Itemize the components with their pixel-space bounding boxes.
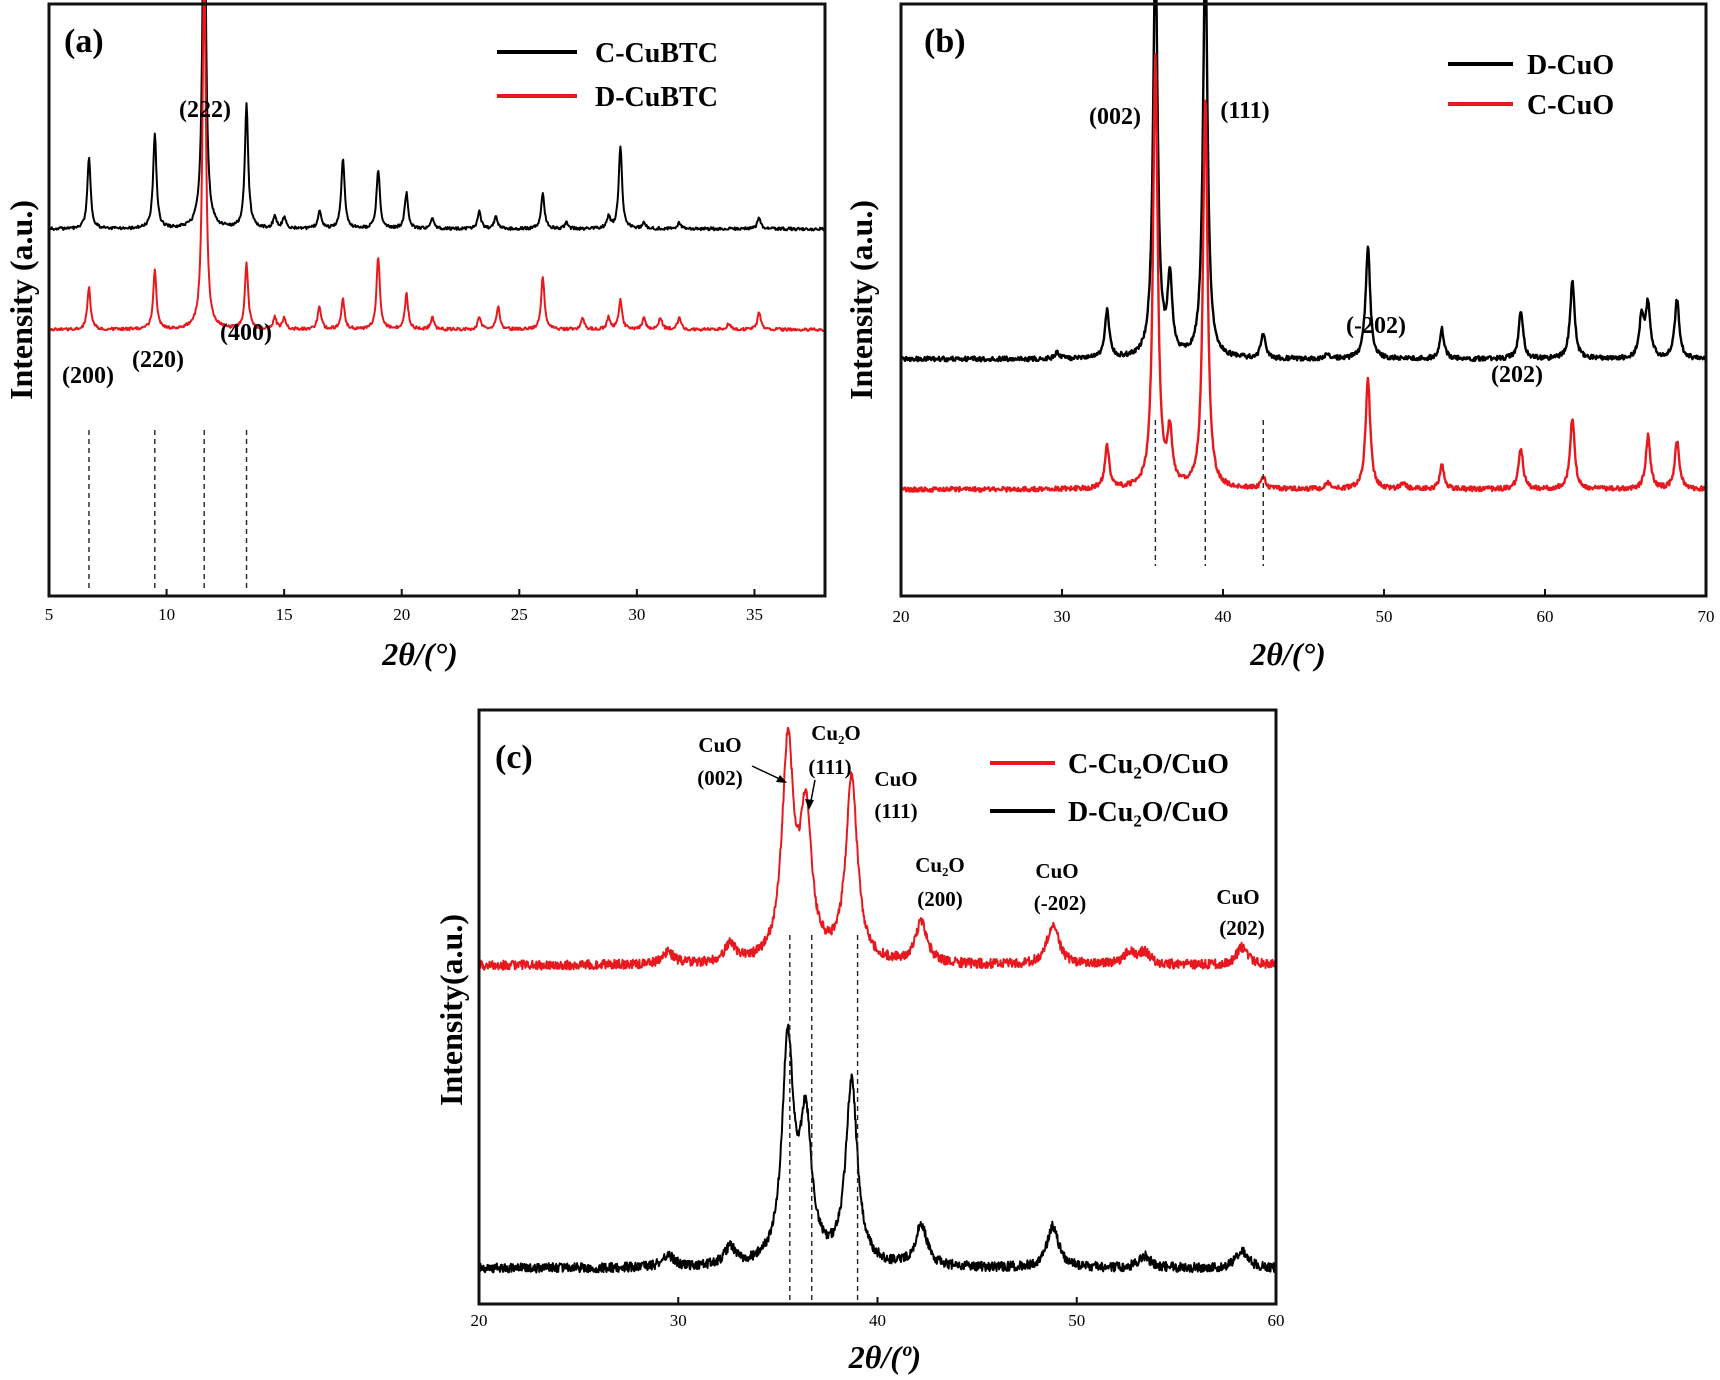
x-tick-label-20: 20: [893, 607, 910, 626]
peak-label-cu2o-111-phase: Cu₂O: [811, 721, 860, 745]
panel-a-x-ticks: 5 10 15 20 25 30 35: [45, 589, 763, 624]
peak-label-cuo-002-index: (002): [697, 766, 743, 790]
peak-label-cuo-minus-202-phase: CuO: [1035, 859, 1078, 883]
series-line-d-cuo: [899, 0, 1708, 363]
peak-label-002: (002): [1089, 104, 1141, 130]
panel-c: 20 30 40 50 60 (c) Intensity(a.u.) 2θ/(º) C-…: [433, 708, 1285, 1375]
peak-label-cuo-111-phase: CuO: [874, 767, 917, 791]
legend-label-d-cubtc: D-CuBTC: [595, 82, 718, 113]
peak-label-400: (400): [220, 320, 272, 346]
panel-a-peak-labels: (200) (220) (222) (400): [62, 97, 272, 389]
x-tick-label-20: 20: [393, 605, 410, 624]
panel-c-y-axis-label: Intensity(a.u.): [433, 914, 469, 1106]
x-tick-label-20: 20: [471, 1311, 488, 1330]
panel-c-traces: [478, 726, 1277, 1274]
panel-c-x-ticks: 20 30 40 50 60: [471, 1297, 1285, 1330]
x-tick-label-40: 40: [1215, 607, 1232, 626]
peak-label-cuo-202-index: (202): [1219, 916, 1265, 940]
panel-b-x-ticks: 20 30 40 50 60 70: [893, 589, 1715, 626]
panel-a-label: (a): [64, 23, 104, 60]
panel-a-reference-lines: [88, 430, 248, 590]
x-tick-label-30: 30: [1054, 607, 1071, 626]
peak-label-220: (220): [132, 347, 184, 373]
peak-label-minus-202: (-202): [1346, 313, 1406, 339]
pointer-arrowhead-cuo-002: [776, 775, 787, 783]
x-tick-label-25: 25: [511, 605, 528, 624]
x-tick-label-30: 30: [670, 1311, 687, 1330]
legend-label-c-cubtc: C-CuBTC: [595, 38, 718, 69]
x-tick-label-40: 40: [869, 1311, 886, 1330]
peak-label-111: (111): [1220, 98, 1269, 124]
series-line-d-cubtc: [48, 0, 826, 332]
panel-a-legend: C-CuBTC D-CuBTC: [497, 38, 718, 113]
x-tick-label-50: 50: [1068, 1311, 1085, 1330]
panel-c-label: (c): [495, 739, 533, 776]
x-tick-label-60: 60: [1537, 607, 1554, 626]
peak-label-202: (202): [1491, 362, 1543, 388]
peak-label-cu2o-200-phase: Cu₂O: [915, 853, 964, 877]
panel-b-x-axis-label: 2θ/(°): [1249, 636, 1326, 672]
panel-b-y-axis-label: Intensity (a.u.): [843, 200, 879, 400]
panel-a-x-axis-label: 2θ/(°): [381, 636, 458, 672]
pointer-arrowhead-cu2o-111: [805, 799, 814, 810]
peak-label-cuo-minus-202-index: (-202): [1034, 891, 1086, 915]
panel-b-label: (b): [924, 23, 966, 60]
panel-c-reference-lines: [789, 935, 859, 1300]
peak-label-cu2o-200-index: (200): [917, 887, 963, 911]
panel-c-x-axis-label: 2θ/(º): [848, 1339, 921, 1375]
x-tick-label-30: 30: [628, 605, 645, 624]
peak-label-cuo-202-phase: CuO: [1216, 885, 1259, 909]
x-tick-label-5: 5: [45, 605, 54, 624]
series-line-c-cubtc: [48, 0, 826, 232]
panel-b: 20 30 40 50 60 70 (b) Intensity (a.u.) 2θ/(°)…: [843, 0, 1715, 672]
peak-label-222: (222): [179, 97, 231, 123]
x-tick-label-15: 15: [276, 605, 293, 624]
legend-label-d-cuo: D-CuO: [1527, 50, 1614, 81]
series-line-c-cu-o-cuo: [478, 726, 1277, 971]
panel-a-y-axis-label: Intensity (a.u.): [3, 200, 39, 400]
panel-a: 5 10 15 20 25 30 35 (a) Intensity (a.u.) 2θ/(°…: [3, 0, 827, 672]
peak-label-cuo-111-index: (111): [874, 799, 917, 823]
series-line-c-cuo: [899, 53, 1708, 493]
legend-label-c-cuo: C-CuO: [1527, 90, 1614, 121]
peak-label-cu2o-111-index: (111): [808, 755, 851, 779]
x-tick-label-50: 50: [1376, 607, 1393, 626]
panel-a-frame: [47, 2, 827, 598]
x-tick-label-60: 60: [1268, 1311, 1285, 1330]
panel-c-peak-labels: CuO (002) Cu₂O (111) CuO (111) Cu₂O (200…: [697, 721, 1265, 940]
x-tick-label-10: 10: [158, 605, 175, 624]
peak-label-200: (200): [62, 363, 114, 389]
legend-label-c-cu2o-cuo: C-Cu₂O/CuO: [1068, 749, 1229, 780]
panel-b-frame: [899, 2, 1708, 598]
panel-a-traces: [48, 0, 826, 332]
x-tick-label-35: 35: [746, 605, 763, 624]
panel-b-peak-labels: (002) (111) (-202) (202): [1089, 98, 1543, 388]
series-line-d-cu-o-cuo: [478, 1023, 1277, 1274]
panel-b-traces: [899, 0, 1708, 493]
legend-label-d-cu2o-cuo: D-Cu₂O/CuO: [1068, 797, 1229, 828]
peak-label-cuo-002-phase: CuO: [698, 733, 741, 757]
x-tick-label-70: 70: [1698, 607, 1715, 626]
panel-b-legend: D-CuO C-CuO: [1448, 50, 1614, 121]
panel-b-reference-lines: [1154, 420, 1264, 566]
panel-c-legend: C-Cu₂O/CuO D-Cu₂O/CuO: [990, 749, 1229, 828]
